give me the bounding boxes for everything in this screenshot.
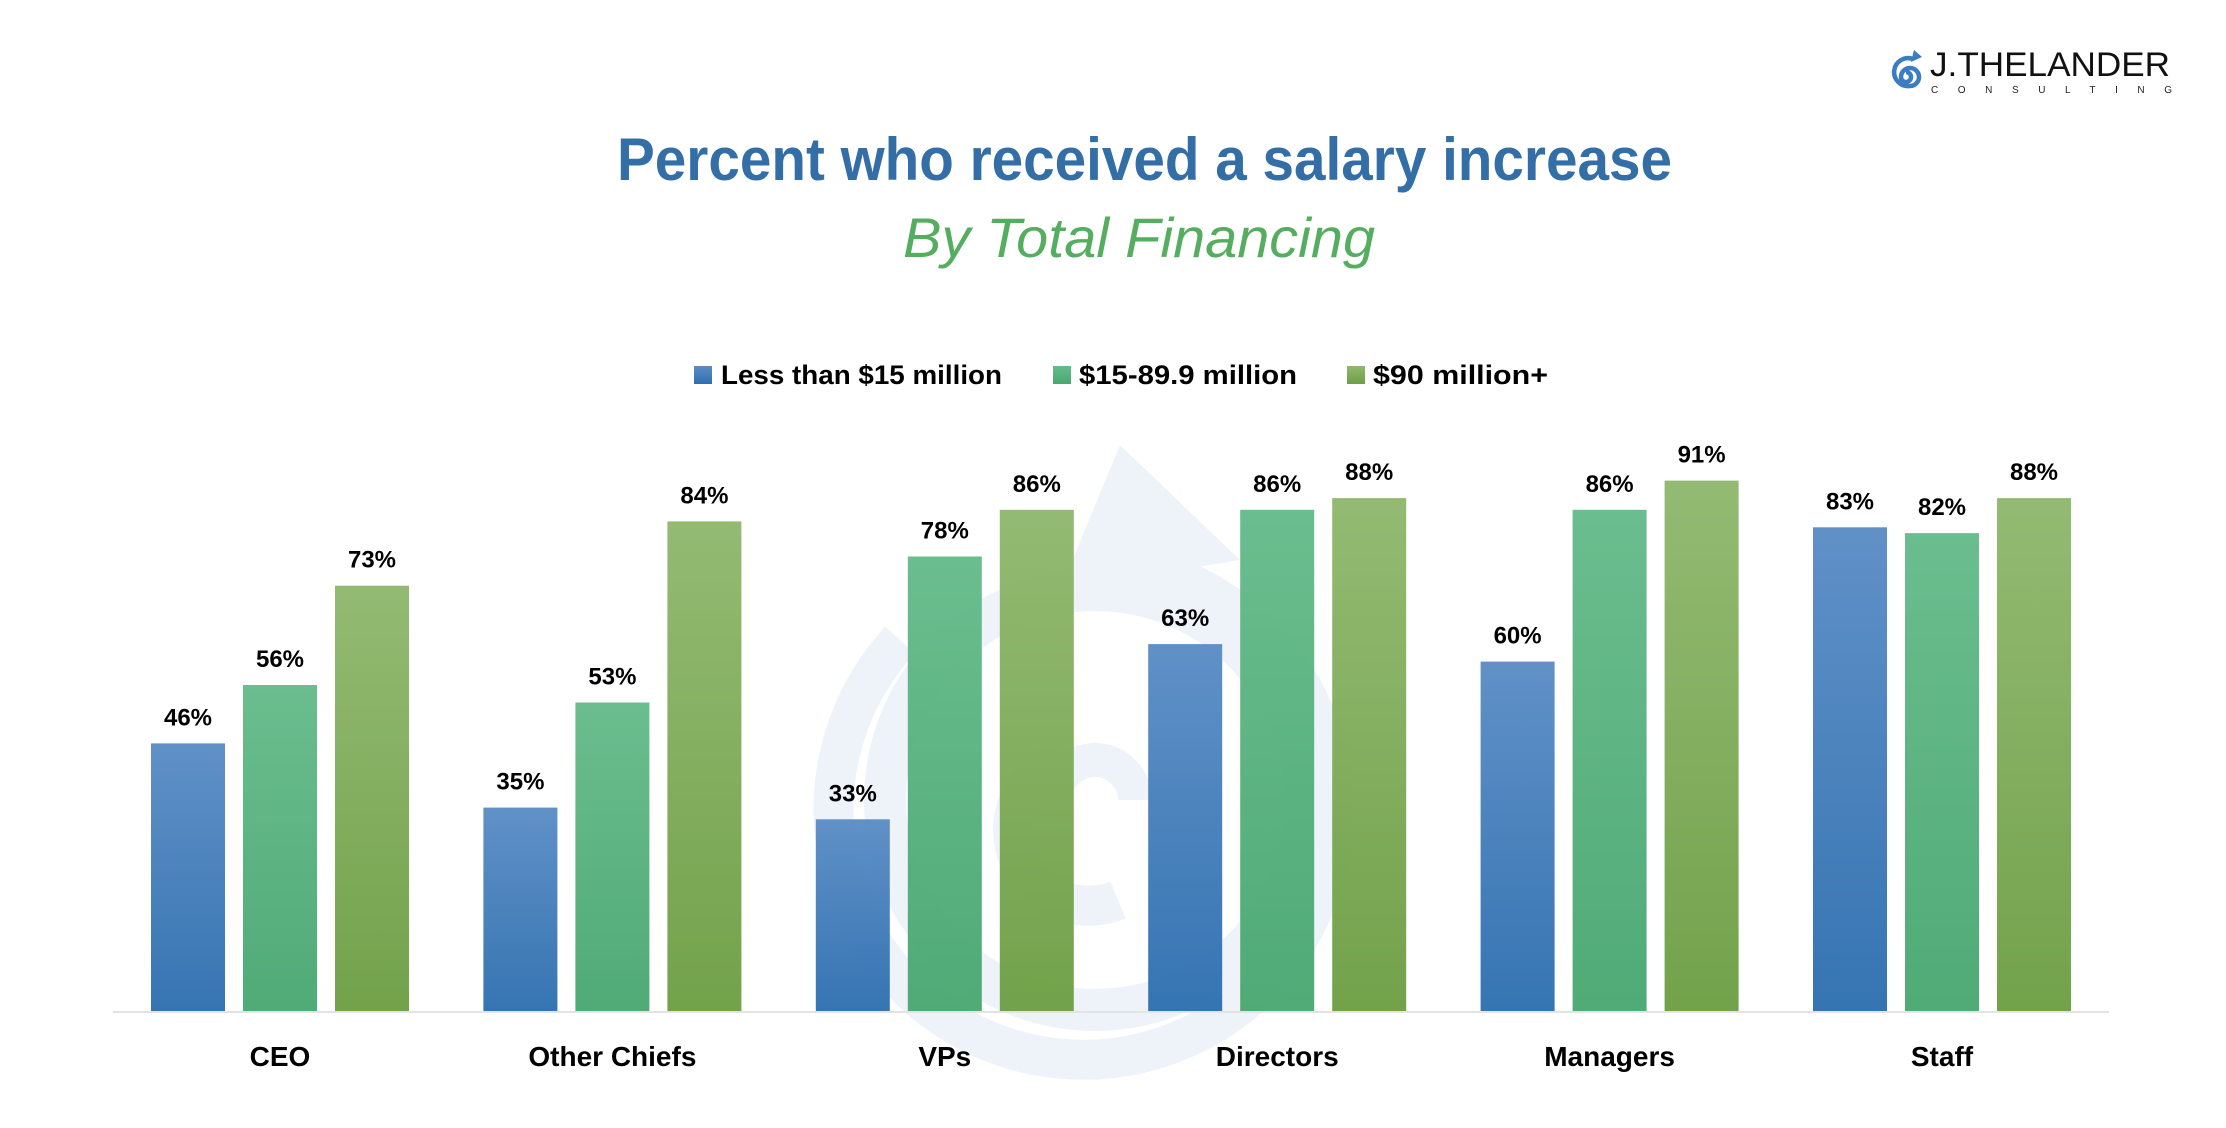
- legend-label: Less than $15 million: [721, 360, 1002, 390]
- category-label: Other Chiefs: [528, 1041, 696, 1072]
- bar[interactable]: [1905, 533, 1979, 1012]
- legend-item-90m-plus[interactable]: $90 million+: [1347, 360, 1548, 390]
- bar[interactable]: [815, 819, 890, 1012]
- data-label: 88%: [1345, 459, 1393, 486]
- chart-subtitle: By Total Financing: [903, 206, 1375, 269]
- logo-name: J.THELANDER: [1930, 46, 2170, 84]
- bar[interactable]: [335, 585, 409, 1012]
- data-label: 86%: [1013, 471, 1061, 498]
- bar[interactable]: [1813, 527, 1887, 1012]
- bar-group-managers: 60% 86% 91%: [1480, 442, 1739, 1013]
- bar[interactable]: [483, 807, 558, 1012]
- bar[interactable]: [243, 685, 317, 1012]
- legend-swatch: [1347, 366, 1365, 384]
- category-label: Staff: [1911, 1041, 1974, 1072]
- chart-title: Percent who received a salary increase: [617, 126, 1672, 193]
- bar-group-other-chiefs: 35% 53% 84%: [483, 482, 742, 1013]
- legend-label: $90 million+: [1373, 360, 1548, 390]
- legend-swatch: [694, 366, 712, 384]
- legend-label: $15-89.9 million: [1079, 360, 1297, 390]
- legend: Less than $15 million $15-89.9 million $…: [694, 360, 1548, 390]
- data-label: 82%: [1918, 494, 1966, 521]
- bar[interactable]: [151, 743, 225, 1012]
- category-labels: CEO Other Chiefs VPs Directors Managers Staff: [250, 1041, 1974, 1072]
- bar[interactable]: [667, 521, 742, 1012]
- logo-tagline: CONSULTING: [1931, 85, 2172, 96]
- data-label: 78%: [921, 518, 969, 545]
- data-label: 73%: [348, 547, 396, 574]
- data-label: 86%: [1586, 471, 1634, 498]
- category-label: VPs: [918, 1041, 971, 1072]
- bar[interactable]: [1997, 498, 2071, 1013]
- bar[interactable]: [1332, 498, 1407, 1013]
- legend-swatch: [1053, 366, 1071, 384]
- bar[interactable]: [1480, 661, 1555, 1012]
- bar[interactable]: [1148, 644, 1223, 1012]
- data-label: 83%: [1826, 488, 1874, 515]
- data-label: 91%: [1678, 442, 1726, 469]
- data-label: 53%: [588, 664, 636, 691]
- data-label: 86%: [1253, 471, 1301, 498]
- bar[interactable]: [907, 556, 982, 1013]
- legend-item-less-than-15m[interactable]: Less than $15 million: [694, 360, 1002, 390]
- bar-group-staff: 83% 82% 88%: [1813, 459, 2071, 1013]
- bar-group-directors: 63% 86% 88%: [1148, 459, 1407, 1013]
- bar[interactable]: [1240, 509, 1315, 1012]
- spiral-arrow-icon: [1891, 50, 1922, 89]
- data-label: 35%: [496, 769, 544, 796]
- category-label: Managers: [1544, 1041, 1675, 1072]
- bar[interactable]: [575, 702, 650, 1013]
- bar-group-vps: 33% 78% 86%: [815, 471, 1074, 1013]
- legend-item-15-89-9m[interactable]: $15-89.9 million: [1053, 360, 1297, 390]
- data-label: 63%: [1161, 605, 1209, 632]
- bars-layer: 46% 56% 73% 35% 53% 84% 33% 78% 86% 63% 86% 88% 60% 8…: [151, 442, 2071, 1013]
- data-label: 88%: [2010, 459, 2058, 486]
- company-logo: J.THELANDER CONSULTING: [1891, 46, 2172, 96]
- data-label: 46%: [164, 704, 212, 731]
- bar[interactable]: [1664, 480, 1739, 1013]
- category-label: CEO: [250, 1041, 311, 1072]
- data-label: 84%: [680, 482, 728, 509]
- bar-group-ceo: 46% 56% 73%: [151, 547, 409, 1012]
- category-label: Directors: [1216, 1041, 1339, 1072]
- data-label: 33%: [829, 780, 877, 807]
- bar[interactable]: [999, 509, 1074, 1012]
- data-label: 56%: [256, 646, 304, 673]
- data-label: 60%: [1494, 623, 1542, 650]
- bar[interactable]: [1572, 509, 1647, 1012]
